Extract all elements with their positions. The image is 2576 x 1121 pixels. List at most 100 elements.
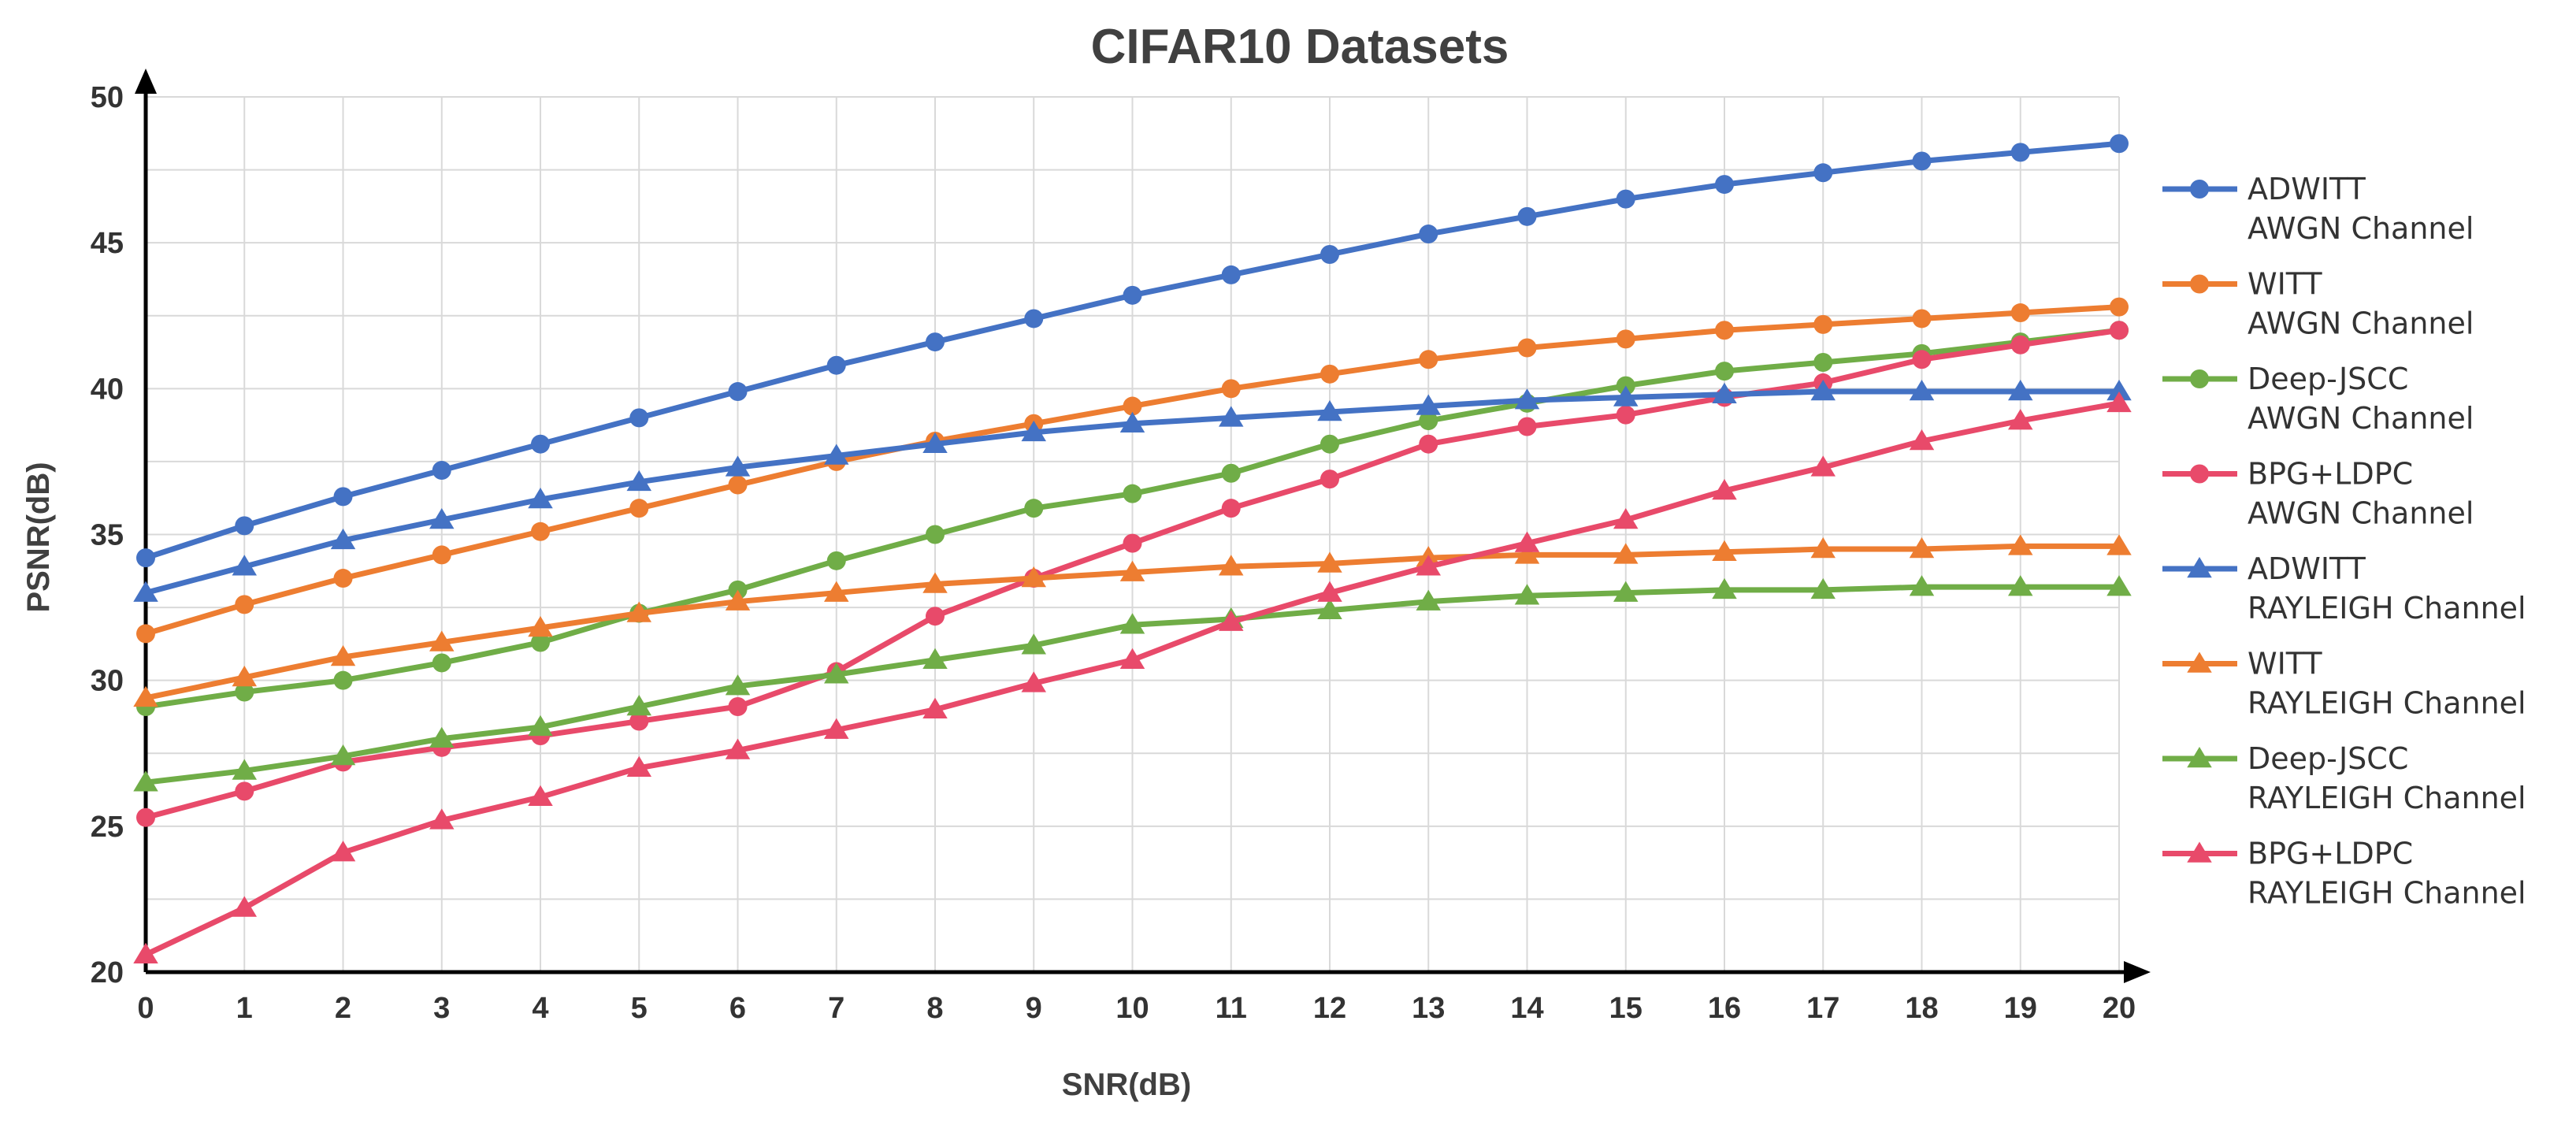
data-point (1221, 499, 1241, 518)
data-point (1613, 385, 1639, 406)
legend-entry: BPG+LDPC AWGN Channel (2162, 457, 2474, 531)
data-point (330, 841, 356, 862)
data-point (528, 715, 553, 737)
series-7 (133, 391, 2132, 964)
data-point (1712, 382, 1737, 403)
data-point (2008, 409, 2033, 430)
data-point (2110, 297, 2129, 317)
series-1 (136, 297, 2129, 644)
legend-label: BPG+LDPC (2248, 837, 2413, 871)
legend-marker (2187, 841, 2212, 863)
data-point (235, 595, 254, 614)
data-point (1909, 537, 1935, 559)
data-point (626, 755, 651, 778)
data-point (1616, 189, 1635, 209)
data-point (1810, 537, 1835, 559)
x-tick-label: 1 (236, 992, 253, 1025)
data-point (235, 781, 254, 801)
data-point (826, 551, 846, 570)
data-point (136, 548, 155, 568)
y-tick-label: 20 (91, 956, 124, 989)
data-point (2110, 321, 2129, 340)
y-tick-label: 45 (91, 227, 124, 260)
series-3 (136, 321, 2129, 827)
data-point (2110, 134, 2129, 154)
data-point (1810, 455, 1835, 477)
data-point (528, 785, 553, 807)
data-point (2008, 380, 2033, 401)
y-tick-label: 35 (91, 519, 124, 552)
legend-sublabel: RAYLEIGH Channel (2248, 686, 2526, 721)
data-point (1123, 533, 1142, 553)
data-point (725, 674, 751, 696)
data-point (1712, 540, 1737, 561)
data-point (626, 694, 651, 716)
data-point (1715, 321, 1734, 340)
data-point (133, 685, 158, 707)
data-point (1616, 329, 1635, 349)
data-point (1119, 613, 1145, 634)
legend-entry: Deep-JSCC RAYLEIGH Channel (2162, 741, 2526, 815)
data-point (1219, 610, 1244, 631)
data-point (1909, 429, 1935, 451)
series-4 (133, 380, 2132, 602)
data-point (1221, 463, 1241, 483)
series-5 (133, 534, 2132, 707)
data-point (432, 545, 451, 565)
data-point (725, 455, 751, 477)
data-point (133, 770, 158, 792)
data-point (1616, 405, 1635, 425)
data-point (1219, 555, 1244, 576)
legend-entry: WITT RAYLEIGH Channel (2162, 647, 2526, 721)
legend-sublabel: AWGN Channel (2248, 211, 2474, 246)
legend-label: ADWITT (2248, 551, 2366, 586)
data-point (1021, 671, 1046, 692)
legend-entry: BPG+LDPC RAYLEIGH Channel (2162, 837, 2526, 911)
data-point (1419, 225, 1438, 244)
y-tick-label: 30 (91, 665, 124, 698)
x-tick-label: 3 (433, 992, 450, 1025)
data-point (1021, 566, 1046, 588)
data-point (1317, 598, 1342, 620)
data-point (824, 444, 849, 465)
legend-entry: ADWITT AWGN Channel (2162, 172, 2474, 246)
x-tick-label: 10 (1115, 992, 1149, 1025)
data-point (2106, 391, 2132, 413)
x-tick-label: 13 (1412, 992, 1445, 1025)
legend-entry: WITT AWGN Channel (2162, 267, 2474, 341)
data-point (1810, 380, 1835, 401)
legend-label: Deep-JSCC (2248, 741, 2408, 776)
legend-label: Deep-JSCC (2248, 362, 2408, 396)
tick-labels: 0 1 2 3 4 5 6 7 8 9 10 11 12 13 14 15 16 17 18 19 2020253035… (91, 81, 2136, 1025)
data-point (1517, 206, 1537, 226)
data-point (232, 759, 257, 780)
data-point (133, 942, 158, 964)
x-tick-label: 6 (729, 992, 746, 1025)
data-point (1613, 543, 1639, 564)
y-tick-label: 40 (91, 373, 124, 406)
data-point (528, 488, 553, 509)
data-point (136, 624, 155, 644)
data-point (1909, 380, 1935, 401)
data-point (429, 507, 455, 529)
data-point (232, 665, 257, 687)
data-point (826, 355, 846, 375)
legend-label: WITT (2248, 267, 2322, 302)
x-tick-label: 15 (1609, 992, 1642, 1025)
data-point (824, 718, 849, 739)
data-point (2106, 380, 2132, 401)
series-6 (133, 575, 2132, 792)
data-point (2010, 143, 2030, 162)
data-point (1320, 434, 1339, 454)
data-point (333, 487, 353, 507)
data-point (333, 670, 353, 690)
data-point (1419, 350, 1438, 369)
data-point (1517, 338, 1537, 358)
data-point (528, 616, 553, 637)
data-point (2008, 534, 2033, 555)
x-tick-label: 0 (137, 992, 154, 1025)
data-point (1320, 244, 1339, 264)
data-point (531, 522, 550, 541)
data-point (1514, 543, 1540, 564)
